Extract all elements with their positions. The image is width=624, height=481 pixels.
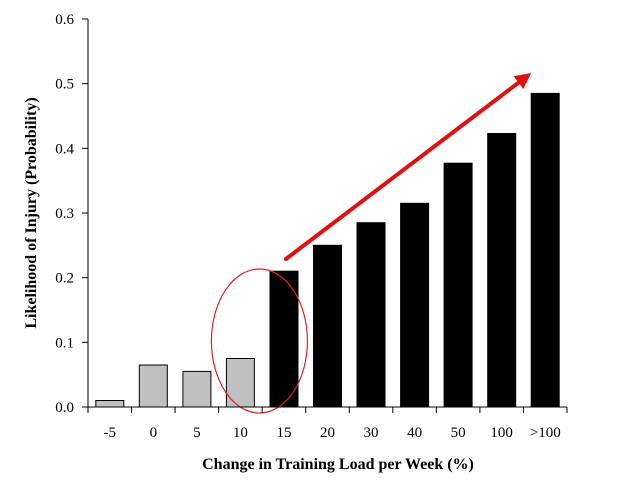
y-tick-label: 0.2 <box>55 271 74 287</box>
x-tick-label: 30 <box>364 425 379 441</box>
bar-5 <box>269 270 299 408</box>
y-tick-label: 0.0 <box>55 400 74 416</box>
y-tick-label: 0.4 <box>55 141 74 157</box>
bar-11 <box>530 92 560 408</box>
bar-3 <box>182 370 212 408</box>
x-tick-label: 100 <box>490 425 513 441</box>
x-tick-label: 5 <box>193 425 201 441</box>
y-axis-label: Likelihood of Injury (Probability) <box>23 97 40 328</box>
y-tick-label: 0.3 <box>55 206 74 222</box>
x-tick-label: 20 <box>320 425 335 441</box>
bar-4 <box>225 358 255 408</box>
x-tick-label: 10 <box>233 425 248 441</box>
x-tick-label: 50 <box>451 425 466 441</box>
bars-group <box>95 92 560 408</box>
x-tick-label: 40 <box>407 425 422 441</box>
trend-arrow-head <box>513 73 532 89</box>
y-tick-label: 0.6 <box>55 12 74 28</box>
y-tick-label: 0.5 <box>55 77 74 93</box>
x-tick-label: 15 <box>276 425 291 441</box>
trend-arrow-shaft <box>283 80 521 261</box>
bar-1 <box>95 400 125 408</box>
bar-10 <box>487 133 517 408</box>
highlight-ellipse <box>210 268 309 414</box>
x-tick-label: >100 <box>530 425 561 441</box>
bar-6 <box>313 244 342 408</box>
bar-8 <box>400 202 430 408</box>
x-tick-label: 0 <box>150 425 158 441</box>
x-tick-label: -5 <box>104 425 117 441</box>
bar-2 <box>138 364 168 408</box>
x-axis-label: Change in Training Load per Week (%) <box>202 456 474 473</box>
axes-group: 0.0 0.1 0.2 0.3 0.4 0.5 0.6 -5 0 5 10 15 20 30 40 50 100… <box>55 12 568 441</box>
bar-9 <box>443 162 473 408</box>
y-tick-label: 0.1 <box>55 335 74 351</box>
bar-7 <box>356 222 386 408</box>
annotations-group <box>210 73 532 414</box>
